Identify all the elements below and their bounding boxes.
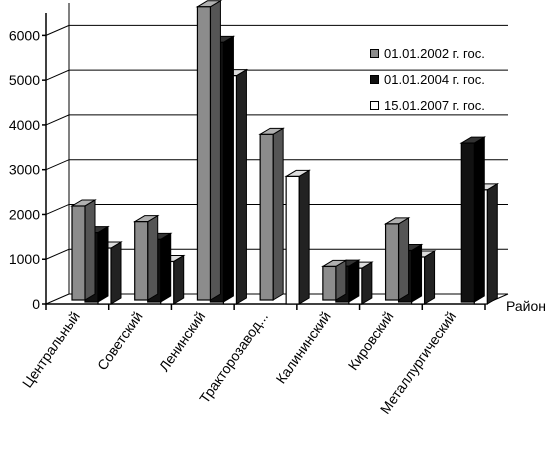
y-tick-label: 3000 xyxy=(9,162,40,178)
y-tick-label: 0 xyxy=(32,296,40,312)
y-axis-tick-labels: 0 1000 2000 3000 4000 5000 6000 xyxy=(9,27,46,312)
x-tick-label: Центральный xyxy=(19,309,83,391)
x-tick-label: Кировский xyxy=(345,309,397,374)
y-tick-label: 6000 xyxy=(9,27,40,43)
bar-1-6 xyxy=(383,217,411,301)
y-tick-label: 4000 xyxy=(9,117,40,133)
left-wall-edge xyxy=(45,3,70,305)
y-tick-label: 5000 xyxy=(9,72,40,88)
bar-3-4 xyxy=(284,169,311,305)
x-tick-label: Советский xyxy=(94,309,146,373)
bar-2-7 xyxy=(459,136,487,303)
x-axis-title: Район xyxy=(506,298,546,314)
legend-swatch-series-3 xyxy=(370,100,379,110)
x-tick-label: Калининский xyxy=(273,309,334,387)
legend-label-series-1: 01.01.2002 г. гос. xyxy=(384,45,485,61)
bar-1-5 xyxy=(321,259,348,301)
bar-1-4 xyxy=(258,127,285,301)
bar-1-2 xyxy=(132,214,160,301)
x-tick-label: Тракторозавод... xyxy=(196,309,271,407)
legend-swatch-series-2 xyxy=(370,74,379,84)
y-tick-label: 1000 xyxy=(9,251,40,267)
y-tick-label: 2000 xyxy=(9,206,40,222)
legend-item: 01.01.2002 г. гос. xyxy=(370,40,485,66)
legend-swatch-series-1 xyxy=(370,48,379,58)
bar-1-3 xyxy=(195,0,223,301)
bars xyxy=(70,0,500,305)
gridline xyxy=(45,24,508,36)
legend-item: 01.01.2004 г. гос. xyxy=(370,66,485,92)
legend-label-series-2: 01.01.2004 г. гос. xyxy=(384,71,485,87)
bar-1-1 xyxy=(70,199,97,301)
legend-item: 15.01.2007 г. гос. xyxy=(370,92,485,118)
x-axis-tick-labels: Центральный Советский ЛенинскийТракторозав… xyxy=(19,304,486,417)
legend: 01.01.2002 г. гос. 01.01.2004 г. гос. 15… xyxy=(370,40,485,118)
x-tick-label: Ленинский xyxy=(156,309,209,375)
legend-label-series-3: 15.01.2007 г. гос. xyxy=(384,97,485,113)
